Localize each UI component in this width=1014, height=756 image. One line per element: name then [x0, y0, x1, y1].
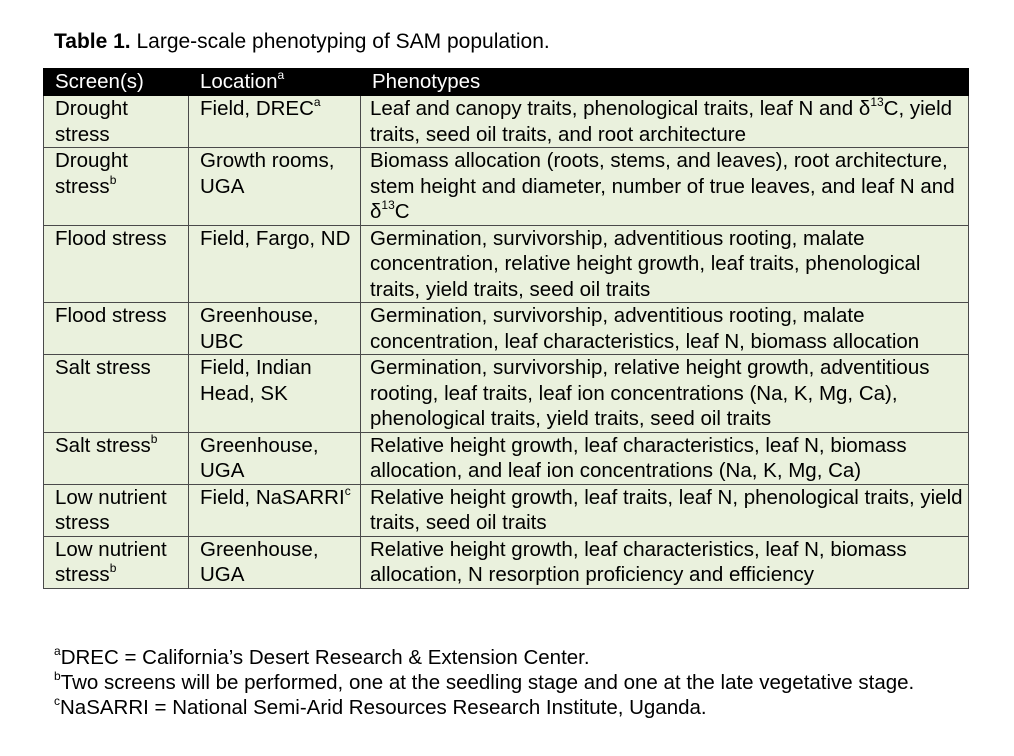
phenotypes-cell: Germination, survivorship, adventitious …: [360, 302, 969, 355]
table-row: Low nutrient stress Field, NaSARRIc Rela…: [43, 483, 969, 537]
screen-cell: Salt stressb: [43, 431, 189, 485]
footnotes: aDREC = California’s Desert Research & E…: [54, 645, 914, 720]
screen-cell: Flood stress: [43, 224, 189, 303]
header-phenotypes: Phenotypes: [360, 68, 969, 96]
screen-cell: Low nutrient stress: [43, 483, 189, 537]
location-cell: Greenhouse, UGA: [188, 535, 361, 589]
caption-text: Large-scale phenotyping of SAM populatio…: [130, 30, 550, 53]
table-row: Salt stressb Greenhouse, UGA Relative he…: [43, 431, 969, 485]
location-cell: Field, Indian Head, SK: [188, 354, 361, 433]
location-cell: Field, DRECa: [188, 95, 361, 148]
caption-label: Table 1.: [54, 30, 131, 53]
header-location: Locationa: [188, 68, 361, 96]
location-cell: Growth rooms, UGA: [188, 147, 361, 226]
table-caption: Table 1. Large-scale phenotyping of SAM …: [54, 29, 550, 55]
phenotypes-cell: Relative height growth, leaf characteris…: [360, 431, 969, 485]
table-row: Drought stress Field, DRECa Leaf and can…: [43, 95, 969, 148]
footnote-b: bTwo screens will be performed, one at t…: [54, 669, 915, 694]
phenotypes-cell: Relative height growth, leaf traits, lea…: [360, 483, 969, 537]
phenotypes-cell: Biomass allocation (roots, stems, and le…: [360, 147, 969, 226]
screen-cell: Drought stressb: [43, 147, 189, 226]
table-row: Drought stressb Growth rooms, UGA Biomas…: [43, 147, 969, 226]
table-row: Flood stress Field, Fargo, ND Germinatio…: [43, 224, 969, 303]
header-screens: Screen(s): [43, 68, 189, 96]
phenotyping-table: Screen(s) Locationa Phenotypes Drought s…: [43, 68, 969, 589]
location-cell: Greenhouse, UBC: [188, 302, 361, 355]
phenotypes-cell: Relative height growth, leaf characteris…: [360, 535, 969, 589]
screen-cell: Drought stress: [43, 95, 189, 148]
table-row: Flood stress Greenhouse, UBC Germination…: [43, 302, 969, 355]
location-cell: Field, Fargo, ND: [188, 224, 361, 303]
location-cell: Greenhouse, UGA: [188, 431, 361, 485]
phenotypes-cell: Leaf and canopy traits, phenological tra…: [360, 95, 969, 148]
phenotypes-cell: Germination, survivorship, relative heig…: [360, 354, 969, 433]
screen-cell: Flood stress: [43, 302, 189, 355]
phenotypes-cell: Germination, survivorship, adventitious …: [360, 224, 969, 303]
header-row: Screen(s) Locationa Phenotypes: [43, 68, 969, 96]
table-row: Salt stress Field, Indian Head, SK Germi…: [43, 354, 969, 433]
table-row: Low nutrient stressb Greenhouse, UGA Rel…: [43, 535, 969, 589]
location-cell: Field, NaSARRIc: [188, 483, 361, 537]
footnote-a: aDREC = California’s Desert Research & E…: [54, 644, 590, 669]
screen-cell: Low nutrient stressb: [43, 535, 189, 589]
footnote-c: cNaSARRI = National Semi-Arid Resources …: [54, 694, 707, 719]
screen-cell: Salt stress: [43, 354, 189, 433]
